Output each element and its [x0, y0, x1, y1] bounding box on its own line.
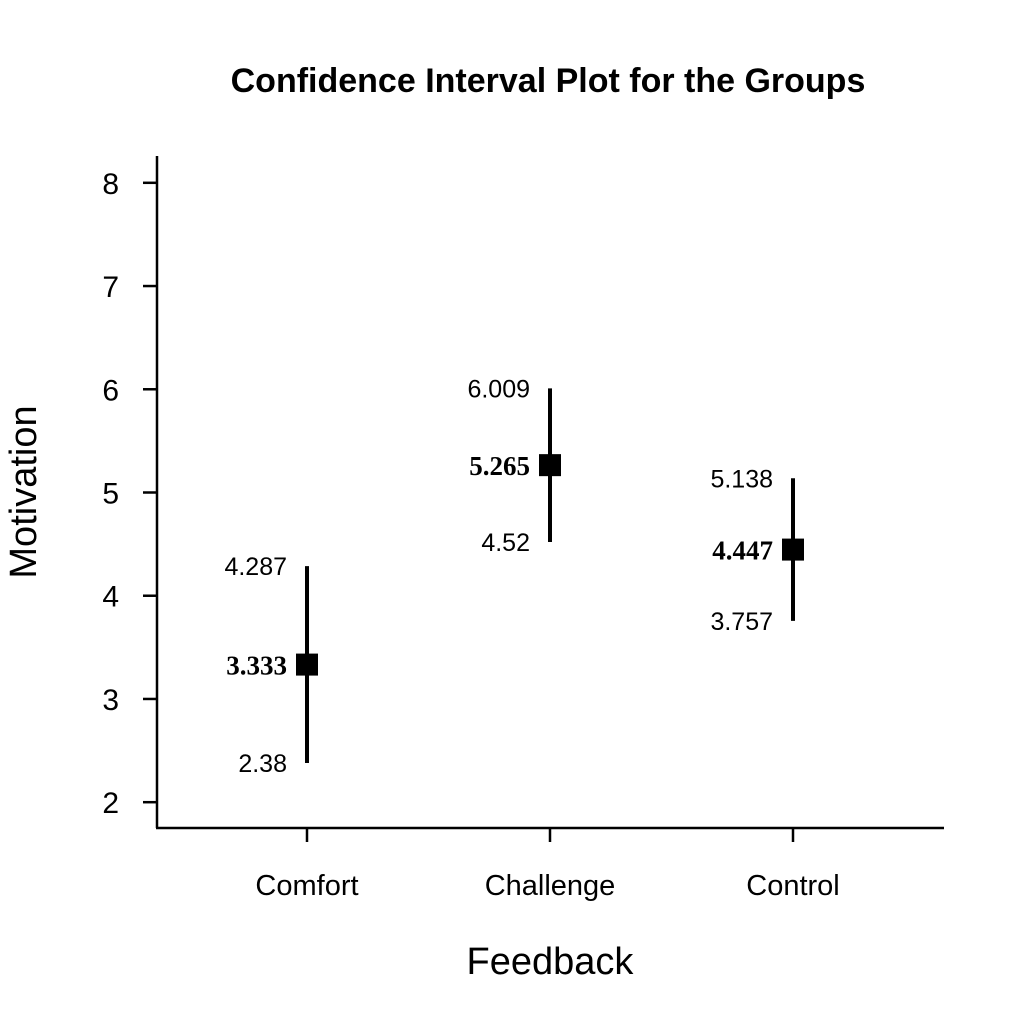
- y-tick-label: 7: [102, 271, 119, 304]
- lower-ci-label: 2.38: [238, 750, 287, 778]
- y-tick-label: 3: [102, 684, 119, 717]
- x-tick-label: Comfort: [255, 870, 358, 902]
- ci-marks: 4.287 3.333 2.38 6.009 5.265 4.52 5.138 4.447 3.…: [224, 375, 804, 778]
- mean-label: 3.333: [226, 651, 287, 681]
- y-tick-label: 8: [102, 168, 119, 201]
- mean-point: [296, 653, 318, 676]
- x-axis-title: Feedback: [467, 941, 635, 983]
- mean-label: 4.447: [712, 536, 773, 566]
- upper-ci-label: 5.138: [710, 465, 773, 493]
- lower-ci-label: 3.757: [710, 608, 773, 636]
- y-tick-label: 4: [102, 581, 119, 614]
- mean-point: [539, 454, 561, 477]
- y-axis-ticks: 2 3 4 5 6 7 8: [102, 168, 157, 820]
- y-tick-label: 2: [102, 787, 119, 820]
- x-tick-label: Challenge: [485, 870, 616, 902]
- lower-ci-label: 4.52: [481, 529, 530, 557]
- x-axis-ticks: Comfort Challenge Control: [255, 828, 840, 902]
- y-axis-title: Motivation: [3, 405, 45, 578]
- mean-label: 5.265: [469, 451, 530, 481]
- mean-point: [782, 538, 804, 561]
- y-tick-label: 6: [102, 374, 119, 407]
- x-tick-label: Control: [746, 870, 840, 902]
- y-tick-label: 5: [102, 478, 119, 511]
- chart-title: Confidence Interval Plot for the Groups: [231, 62, 866, 100]
- upper-ci-label: 4.287: [224, 553, 287, 581]
- upper-ci-label: 6.009: [467, 375, 530, 403]
